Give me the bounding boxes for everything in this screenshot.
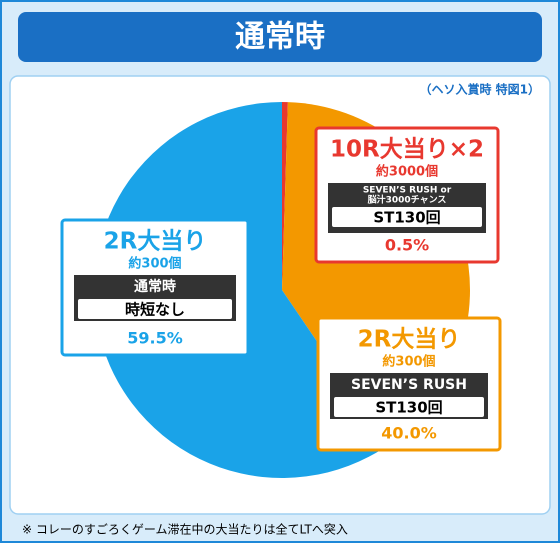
detail-box: [334, 397, 484, 417]
header-bar: [18, 12, 542, 62]
count-label: 約3000個: [376, 164, 438, 180]
value-label: 0.5%: [385, 236, 429, 255]
detail-box: [332, 207, 482, 227]
detail-box: [78, 299, 232, 319]
value-label: 40.0%: [381, 424, 437, 443]
footnote: ※ コレーのすごろくゲーム滞在中の大当たりは全てLTへ突入: [22, 522, 348, 537]
mode-label: 通常時: [134, 278, 176, 295]
detail-label: ST130回: [373, 209, 440, 227]
subtitle: （ヘソ入賞時 特図1）: [419, 82, 540, 97]
mode-label: SEVEN’S RUSH: [351, 377, 467, 393]
mode-label: SEVEN’S RUSH or: [363, 186, 452, 196]
pie-slice: [282, 102, 288, 290]
mode-label: 脳汁3000チャンス: [367, 194, 447, 206]
category-label: 10R大当り×2: [330, 137, 484, 163]
value-label: 59.5%: [127, 329, 183, 348]
chart-title: 通常時: [235, 20, 325, 55]
detail-label: 時短なし: [125, 301, 185, 319]
category-label: 2R大当り: [358, 327, 461, 353]
category-label: 2R大当り: [104, 229, 207, 255]
count-label: 約300個: [382, 354, 435, 370]
count-label: 約300個: [128, 256, 181, 272]
detail-label: ST130回: [375, 399, 442, 417]
